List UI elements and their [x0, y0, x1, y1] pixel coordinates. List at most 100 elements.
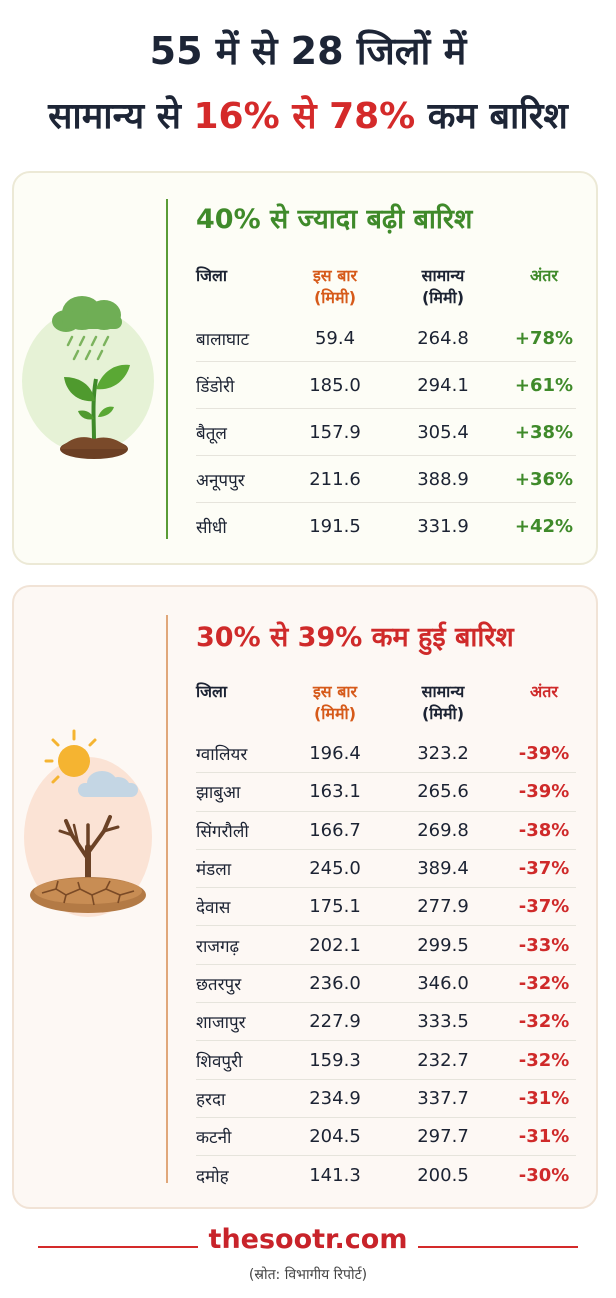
- normal-cell: 331.9: [417, 516, 469, 537]
- sun-icon: [44, 729, 97, 784]
- normal-cell: 269.8: [417, 819, 469, 841]
- diff-cell: -39%: [518, 743, 570, 765]
- diff-cell: -31%: [518, 1087, 570, 1109]
- footer-line-right: [418, 1246, 578, 1248]
- headline-line2-post: कम बारिश: [415, 96, 568, 137]
- normal-cell: 277.9: [417, 896, 469, 918]
- now-cell: 202.1: [309, 934, 361, 956]
- table-row: शिवपुरी 159.3 232.7 -32%: [196, 1041, 576, 1080]
- cloud-icon: [78, 771, 138, 797]
- illustration-backdrop: [22, 309, 154, 453]
- normal-cell: 264.8: [417, 327, 469, 349]
- diff-cell: +78%: [514, 327, 574, 349]
- district-cell: सीधी: [196, 518, 227, 538]
- normal-cell: 265.6: [417, 781, 469, 803]
- table-row: कटनी 204.5 297.7 -31%: [196, 1118, 576, 1157]
- now-cell: 163.1: [309, 781, 361, 803]
- header-normal-line2: (मिमी): [421, 704, 465, 723]
- normal-cell: 297.7: [417, 1126, 469, 1148]
- normal-cell: 333.5: [417, 1011, 469, 1033]
- header-normal: सामान्य (मिमी): [408, 681, 478, 725]
- table-row: झाबुआ 163.1 265.6 -39%: [196, 773, 576, 812]
- now-cell: 166.7: [309, 819, 361, 841]
- headline-line2: सामान्य से 16% से 78% कम बारिश: [0, 88, 616, 146]
- cracked-earth-icon: [30, 877, 146, 913]
- table-row: छतरपुर 236.0 346.0 -32%: [196, 965, 576, 1004]
- rain-cloud-icon: [52, 296, 122, 361]
- normal-cell: 389.4: [417, 858, 469, 880]
- table-row: दमोह 141.3 200.5 -30%: [196, 1156, 576, 1194]
- table-row: सिंगरौली 166.7 269.8 -38%: [196, 812, 576, 850]
- now-cell: 59.4: [314, 327, 356, 349]
- headline: 55 में से 28 जिलों में सामान्य से 16% से…: [0, 24, 616, 146]
- district-cell: बैतूल: [196, 423, 227, 444]
- normal-cell: 388.9: [417, 468, 469, 490]
- table-row: बैतूल 157.9 305.4 +38%: [196, 409, 576, 456]
- normal-cell: 232.7: [417, 1049, 469, 1071]
- decrease-table-rows: ग्वालियर 196.4 323.2 -39% झाबुआ 163.1 265.6 -39…: [196, 735, 576, 1195]
- table-row: बालाघाट 59.4 264.8 +78%: [196, 315, 576, 362]
- header-normal-line1: सामान्य: [421, 266, 465, 285]
- header-district: जिला: [196, 266, 228, 285]
- table-row: मंडला 245.0 389.4 -37%: [196, 850, 576, 889]
- section-divider-line: [166, 199, 168, 539]
- district-cell: छतरपुर: [196, 974, 242, 995]
- header-normal-line2: (मिमी): [421, 288, 465, 307]
- table-header: जिला इस बार (मिमी) सामान्य (मिमी) अंतर: [196, 681, 576, 731]
- district-cell: कटनी: [196, 1128, 232, 1149]
- headline-line2-pre: सामान्य से: [48, 96, 194, 137]
- header-district: जिला: [196, 682, 228, 701]
- table-row: सीधी 191.5 331.9 +42%: [196, 503, 576, 550]
- dry-tree-icon: [58, 815, 120, 892]
- header-diff: अंतर: [530, 266, 558, 285]
- now-cell: 159.3: [309, 1049, 361, 1071]
- table-row: ग्वालियर 196.4 323.2 -39%: [196, 735, 576, 774]
- district-cell: ग्वालियर: [196, 745, 248, 766]
- district-cell: राजगढ़: [196, 936, 240, 957]
- now-cell: 245.0: [309, 858, 361, 880]
- normal-cell: 305.4: [417, 421, 469, 443]
- district-cell: अनूपपुर: [196, 470, 245, 491]
- district-cell: मंडला: [196, 860, 232, 881]
- header-normal-line1: सामान्य: [421, 682, 465, 701]
- now-cell: 234.9: [309, 1087, 361, 1109]
- table-row: अनूपपुर 211.6 388.9 +36%: [196, 456, 576, 503]
- diff-cell: -33%: [518, 934, 570, 956]
- header-now: इस बार (मिमी): [300, 265, 370, 309]
- table-row: डिंडोरी 185.0 294.1 +61%: [196, 362, 576, 409]
- now-cell: 141.3: [309, 1164, 361, 1186]
- headline-line1: 55 में से 28 जिलों में: [149, 29, 467, 73]
- now-cell: 157.9: [309, 421, 361, 443]
- district-cell: झाबुआ: [196, 783, 241, 804]
- diff-cell: +42%: [514, 516, 574, 537]
- district-cell: शिवपुरी: [196, 1051, 243, 1072]
- table-row: देवास 175.1 277.9 -37%: [196, 888, 576, 927]
- now-cell: 204.5: [309, 1126, 361, 1148]
- diff-cell: -38%: [518, 819, 570, 841]
- diff-cell: -31%: [518, 1126, 570, 1148]
- normal-cell: 294.1: [417, 374, 469, 396]
- now-cell: 185.0: [309, 374, 361, 396]
- diff-cell: +38%: [514, 421, 574, 443]
- decrease-section-title: 30% से 39% कम हुई बारिश: [196, 622, 514, 653]
- diff-cell: -32%: [518, 1011, 570, 1033]
- now-cell: 196.4: [309, 743, 361, 765]
- district-cell: बालाघाट: [196, 329, 250, 350]
- normal-cell: 337.7: [417, 1087, 469, 1109]
- diff-cell: -37%: [518, 896, 570, 918]
- section-divider-line: [166, 615, 168, 1183]
- footer-line-left: [38, 1246, 198, 1248]
- district-cell: देवास: [196, 898, 231, 919]
- header-now-line1: इस बार: [312, 682, 358, 701]
- diff-cell: -30%: [518, 1164, 570, 1186]
- diff-cell: +61%: [514, 374, 574, 396]
- now-cell: 175.1: [309, 896, 361, 918]
- normal-cell: 346.0: [417, 972, 469, 994]
- diff-cell: -32%: [518, 972, 570, 994]
- source-note: (स्रोत: विभागीय रिपोर्ट): [248, 1267, 368, 1283]
- normal-cell: 299.5: [417, 934, 469, 956]
- header-normal: सामान्य (मिमी): [408, 265, 478, 309]
- header-now-line1: इस बार: [312, 266, 358, 285]
- table-header: जिला इस बार (मिमी) सामान्य (मिमी) अंतर: [196, 265, 576, 315]
- table-row: हरदा 234.9 337.7 -31%: [196, 1080, 576, 1118]
